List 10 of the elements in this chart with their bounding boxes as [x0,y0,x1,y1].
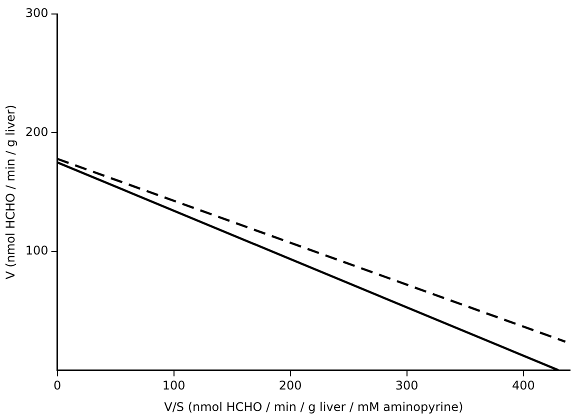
y-tick-label: 100 [25,244,48,258]
x-tick-label: 400 [512,378,535,393]
y-tick-label: 200 [25,124,48,139]
x-tick-label: 100 [162,378,186,393]
x-axis-title: V/S (nmol HCHO / min / g liver / mM aminopyrine) [164,400,464,414]
y-tick-label: 300 [25,6,48,20]
y-axis-title: V (nmol HCHO / min / g liver) [3,104,18,280]
x-tick-label: 200 [278,378,302,393]
x-tick-label: 300 [395,378,418,393]
x-tick-label: 0 [53,378,62,393]
